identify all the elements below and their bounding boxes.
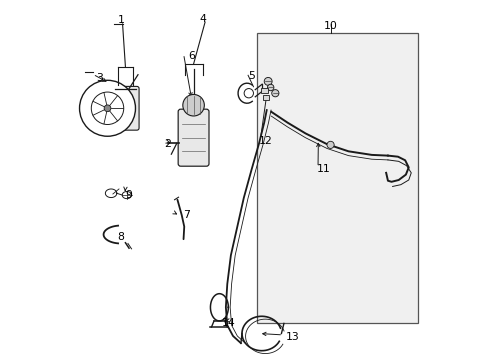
Text: 13: 13 bbox=[285, 332, 299, 342]
Text: 7: 7 bbox=[182, 210, 189, 220]
Circle shape bbox=[326, 141, 333, 148]
Text: 14: 14 bbox=[221, 319, 235, 328]
Text: 6: 6 bbox=[187, 51, 194, 61]
Circle shape bbox=[104, 105, 111, 112]
Circle shape bbox=[91, 92, 123, 125]
Text: 4: 4 bbox=[200, 14, 206, 24]
Circle shape bbox=[271, 90, 278, 97]
Text: 8: 8 bbox=[117, 232, 124, 242]
Text: 11: 11 bbox=[316, 164, 329, 174]
FancyBboxPatch shape bbox=[261, 88, 267, 93]
FancyBboxPatch shape bbox=[112, 86, 139, 130]
Text: 2: 2 bbox=[163, 139, 170, 149]
Circle shape bbox=[183, 94, 204, 116]
Text: 12: 12 bbox=[259, 136, 272, 146]
FancyBboxPatch shape bbox=[262, 95, 269, 100]
Text: 10: 10 bbox=[323, 21, 337, 31]
Text: 9: 9 bbox=[125, 190, 132, 201]
Text: 5: 5 bbox=[248, 71, 255, 81]
FancyBboxPatch shape bbox=[257, 33, 418, 323]
Circle shape bbox=[267, 84, 273, 91]
Text: 3: 3 bbox=[96, 73, 102, 83]
Circle shape bbox=[264, 77, 271, 85]
Circle shape bbox=[80, 80, 135, 136]
FancyBboxPatch shape bbox=[178, 109, 208, 166]
Text: 1: 1 bbox=[117, 15, 124, 26]
